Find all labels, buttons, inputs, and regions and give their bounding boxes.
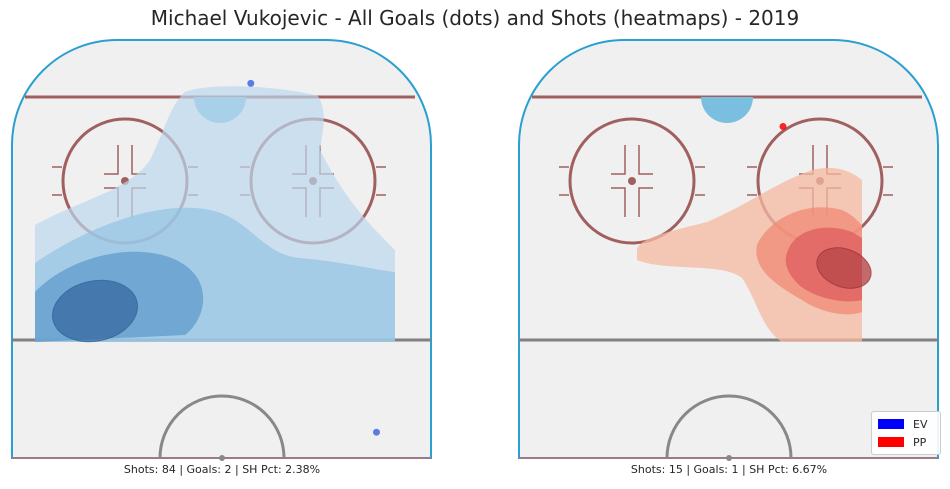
- shot-heatmap-pp: [637, 167, 872, 342]
- legend-item-pp: PP: [878, 435, 926, 449]
- faceoff-circle-left: [559, 117, 705, 245]
- goal-dots-pp: [779, 123, 787, 130]
- shot-heatmap-ev: [35, 86, 395, 343]
- legend-swatch-pp: [878, 437, 904, 447]
- legend-item-ev: EV: [878, 417, 927, 431]
- rink-pp-panel: [518, 39, 939, 461]
- stats-caption-pp: Shots: 15 | Goals: 1 | SH Pct: 6.67%: [630, 463, 828, 476]
- legend: EV PP: [871, 411, 941, 455]
- goal-dot: [247, 79, 255, 87]
- faceoff-dot-left: [628, 177, 636, 185]
- stats-caption-ev: Shots: 84 | Goals: 2 | SH Pct: 2.38%: [123, 463, 321, 476]
- goal-dot: [373, 428, 380, 436]
- center-circle: [665, 394, 793, 459]
- legend-swatch-ev: [878, 419, 904, 429]
- goal-crease: [701, 97, 753, 123]
- legend-label-ev: EV: [913, 417, 928, 431]
- center-dot: [726, 455, 732, 461]
- rink-ev-panel: [11, 39, 432, 461]
- goal-dots-ev: [247, 79, 380, 436]
- chart-title: Michael Vukojevic - All Goals (dots) and…: [150, 6, 800, 30]
- center-circle: [158, 394, 286, 459]
- legend-label-pp: PP: [913, 435, 927, 449]
- center-dot: [219, 455, 225, 461]
- goal-dot: [779, 123, 787, 130]
